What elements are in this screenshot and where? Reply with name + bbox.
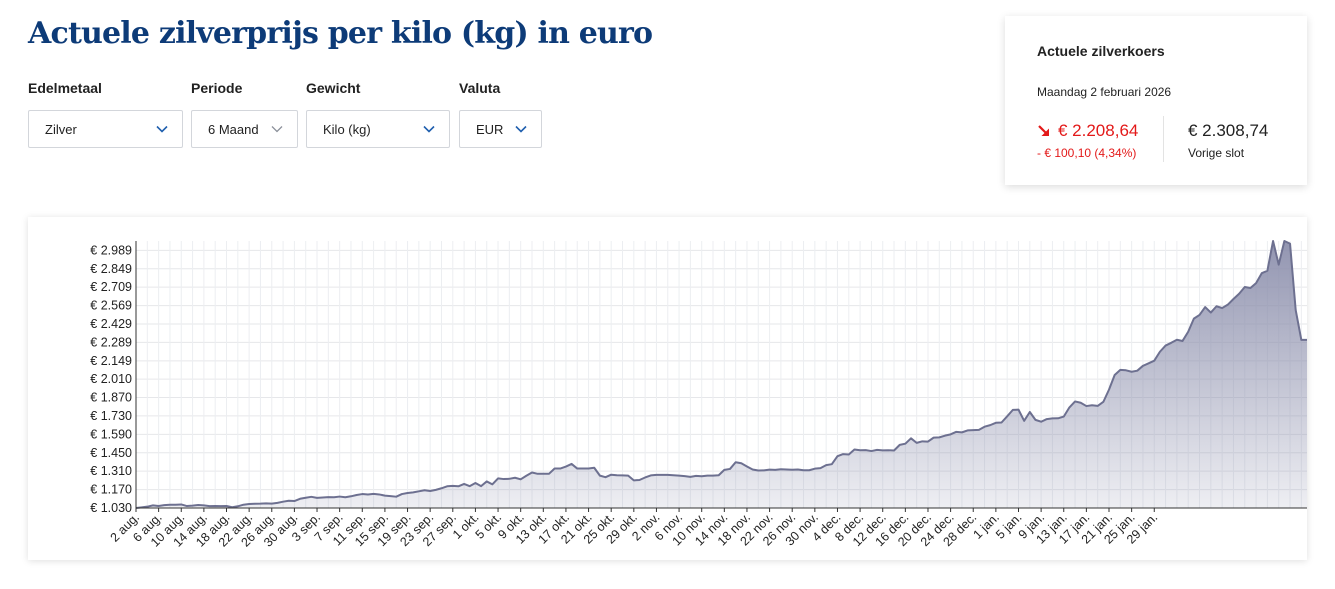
period-select[interactable]: 6 Maand (191, 110, 298, 148)
y-tick-label: € 2.149 (90, 354, 132, 368)
period-select-value: 6 Maand (208, 121, 259, 137)
chart-axes (135, 241, 1307, 509)
y-axis-ticks: € 1.030 € 1.170 € 1.310 € 1.450 € 1.590 € 1.7… (90, 243, 132, 515)
current-price-value: € 2.208,64 (1058, 121, 1139, 140)
y-tick-label: € 2.849 (90, 262, 132, 276)
filter-currency-label: Valuta (459, 80, 501, 96)
price-change: - € 100,10 (4,34%) (1037, 146, 1137, 160)
rate-card-date: Maandag 2 februari 2026 (1037, 85, 1172, 99)
page-title: Actuele zilverprijs per kilo (kg) in eur… (28, 16, 653, 51)
metal-select-value: Zilver (45, 121, 77, 137)
previous-close-price: € 2.308,74 (1188, 121, 1269, 140)
filter-weight: Gewicht Kilo (kg) (306, 80, 450, 148)
y-tick-label: € 1.450 (90, 446, 132, 460)
y-tick-label: € 1.310 (90, 464, 132, 478)
y-tick-label: € 1.030 (90, 501, 132, 515)
price-chart-svg: € 1.030 € 1.170 € 1.310 € 1.450 € 1.590 € 1.7… (90, 240, 1307, 550)
series-line (135, 240, 1307, 509)
chart-grid (135, 241, 1307, 509)
price-chart: € 1.030 € 1.170 € 1.310 € 1.450 € 1.590 € 1.7… (28, 217, 1307, 560)
filter-weight-label: Gewicht (306, 80, 361, 96)
series-area-fill (136, 241, 1307, 508)
y-tick-label: € 2.709 (90, 280, 132, 294)
silver-rate-card: Actuele zilverkoers Maandag 2 februari 2… (1005, 16, 1307, 185)
chevron-down-icon (271, 126, 283, 133)
chevron-down-icon (156, 125, 168, 133)
y-tick-label: € 2.289 (90, 335, 132, 349)
y-tick-label: € 2.569 (90, 299, 132, 313)
y-tick-label: € 2.429 (90, 317, 132, 331)
filter-period: Periode 6 Maand (191, 80, 298, 148)
weight-select[interactable]: Kilo (kg) (306, 110, 450, 148)
y-tick-label: € 1.730 (90, 409, 132, 423)
filter-metal: Edelmetaal Zilver (28, 80, 183, 148)
filter-currency: Valuta EUR (459, 80, 542, 148)
current-price: € 2.208,64 (1037, 121, 1138, 141)
weight-select-value: Kilo (kg) (323, 121, 371, 137)
filter-metal-label: Edelmetaal (28, 80, 102, 96)
metal-select[interactable]: Zilver (28, 110, 183, 148)
previous-close-label: Vorige slot (1188, 146, 1245, 160)
y-tick-label: € 1.590 (90, 427, 132, 441)
y-tick-label: € 2.989 (90, 243, 132, 257)
currency-select[interactable]: EUR (459, 110, 542, 148)
chevron-down-icon (423, 125, 435, 133)
x-axis-ticks: 2 aug.6 aug.10 aug.14 aug.18 aug.22 aug.… (108, 508, 1160, 550)
y-tick-label: € 2.010 (90, 372, 132, 386)
filter-period-label: Periode (191, 80, 243, 96)
arrow-down-right-icon (1038, 125, 1049, 136)
y-tick-label: € 1.170 (90, 483, 132, 497)
card-divider (1163, 116, 1164, 162)
currency-select-value: EUR (476, 121, 504, 137)
rate-card-title: Actuele zilverkoers (1037, 43, 1165, 59)
y-tick-label: € 1.870 (90, 391, 132, 405)
chevron-down-icon (515, 125, 527, 133)
chart-area (135, 240, 1307, 509)
